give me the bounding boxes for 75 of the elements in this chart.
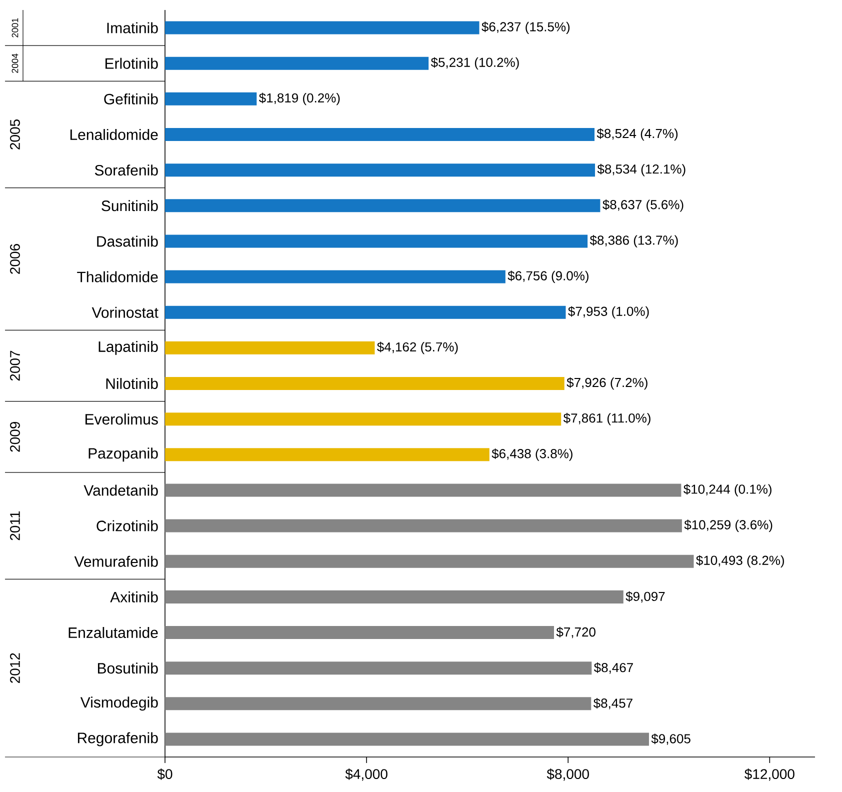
y-tick-label: Vismodegib [80,696,158,711]
data-label: $6,237 (15.5%) [482,22,570,34]
bar [165,341,375,354]
bar [165,662,592,675]
bar [165,590,624,604]
data-label: $1,819 (0.2%) [259,92,340,106]
x-tick-label: $4,000 [345,768,388,781]
y-tick-label: Vorinostat [92,306,158,318]
data-label: $8,637 (5.6%) [602,199,684,212]
x-tick-label: $8,000 [546,768,589,781]
y-tick-label: Enzalutamide [68,627,158,638]
text: 2005 [10,120,20,150]
y-tick-label: Dasatinib [97,236,158,247]
bar [165,448,490,462]
data-label: $8,467 [594,662,633,674]
bar [165,21,480,34]
text: 2001 [12,18,18,38]
y-tick-label: Sorafenib [94,164,158,176]
text: 2011 [10,511,20,540]
bar [165,270,506,284]
y-tick-label: Regorafenib [78,732,158,746]
y-tick-label: Gefitinib [104,93,158,104]
data-label: $5,231 (10.2%) [430,57,519,70]
data-label: $10,493 (8.2%) [696,555,784,568]
data-label: $6,438 (3.8%) [492,448,572,461]
data-label: $8,386 (13.7%) [590,235,678,248]
bar [165,484,682,497]
data-label: $7,720 [556,626,596,638]
bar [165,697,592,710]
bar [165,554,694,568]
text: 2007 [10,350,20,381]
data-label: $8,534 (12.1%) [597,164,686,176]
y-tick-label: Thalidomide [77,271,158,282]
x-tick-label: $0 [157,768,172,780]
bar [165,626,554,640]
y-tick-label: Sunitinib [102,200,158,212]
bar [165,306,566,319]
data-label: $9,097 [626,591,665,603]
y-tick-label: Crizotinib [96,520,158,532]
y-tick-label: Vandetanib [84,484,158,496]
y-tick-label: Lapatinib [98,340,158,355]
y-tick-label: Everolimus [86,414,158,425]
y-tick-label: Erlotinib [106,58,158,69]
data-label: $4,162 (5.7%) [377,342,458,354]
y-tick-label: Bosutinib [98,662,158,674]
text: 2012 [10,653,20,683]
data-label: $7,926 (7.2%) [566,377,648,390]
data-label: $7,953 (1.0%) [568,306,649,319]
bar [165,519,682,532]
data-label: $10,244 (0.1%) [684,484,772,496]
y-tick-label: Nilotinib [106,378,158,390]
y-tick-label: Pazopanib [88,448,158,462]
y-tick-label: Vemurafenib [74,556,158,567]
text: 2006 [10,244,20,274]
data-label: $8,457 [593,698,632,710]
bar [165,732,649,746]
data-label: $8,524 (4.7%) [596,128,678,141]
data-label: $6,756 (9.0%) [508,270,588,283]
text: 2009 [10,422,20,452]
y-tick-label: Lenalidomide [70,128,158,140]
bar [165,377,564,390]
bar [165,92,257,106]
y-tick-label: Axitinib [110,591,158,602]
bar [165,56,429,70]
data-label: $7,861 (11.0%) [563,412,650,426]
text: 2004 [12,54,18,73]
bar [165,234,588,248]
y-tick-label: Imatinib [107,22,158,34]
bar [165,412,562,426]
bar [165,128,595,142]
data-label: $10,259 (3.6%) [684,520,772,532]
bar [165,164,596,177]
data-label: $9,605 [651,734,690,745]
x-tick-label: $12,000 [744,768,794,781]
bar [165,199,600,212]
